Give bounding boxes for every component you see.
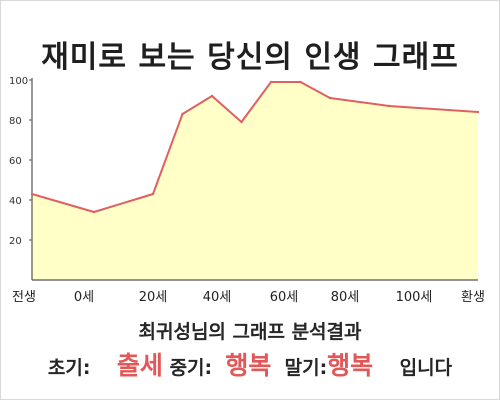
data-point xyxy=(476,110,480,114)
x-tick-label: 80세 xyxy=(331,290,360,305)
x-tick-label: 전생 xyxy=(12,290,36,305)
y-tick-label: 80 xyxy=(9,116,22,127)
late-value: 행복 xyxy=(327,351,374,380)
y-tick-label: 100 xyxy=(9,76,28,87)
result-suffix: 입니다 xyxy=(399,357,453,379)
mid-label: 중기: xyxy=(169,357,213,379)
x-tick-label: 20세 xyxy=(139,290,168,305)
data-point xyxy=(269,80,273,84)
analysis-summary: 최귀성님의 그래프 분석결과 xyxy=(138,321,362,343)
data-point xyxy=(92,210,96,214)
x-tick-label: 60세 xyxy=(270,290,299,305)
area-fill xyxy=(32,82,478,280)
page-title: 재미로 보는 당신의 인생 그래프 xyxy=(41,40,459,75)
data-point xyxy=(328,96,332,100)
analysis-result: 초기: 출세 중기: 행복 말기:행복 입니다 xyxy=(0,346,500,382)
early-value: 출세 xyxy=(116,351,163,380)
late-label: 말기: xyxy=(284,357,328,379)
x-tick-label: 0세 xyxy=(74,290,94,305)
data-point xyxy=(387,104,391,108)
x-tick-label: 40세 xyxy=(203,290,232,305)
data-point xyxy=(240,120,243,124)
data-point xyxy=(151,192,155,196)
data-point xyxy=(30,192,34,196)
data-point xyxy=(299,80,302,84)
x-tick-label: 100세 xyxy=(396,290,433,305)
x-tick-label: 환생 xyxy=(461,290,485,305)
data-point xyxy=(181,112,184,116)
y-tick-label: 40 xyxy=(9,196,22,207)
mid-value: 행복 xyxy=(225,351,272,380)
y-tick-label: 60 xyxy=(9,156,22,167)
y-tick-label: 20 xyxy=(9,236,22,247)
early-label: 초기: xyxy=(47,357,91,379)
data-point xyxy=(210,94,214,98)
